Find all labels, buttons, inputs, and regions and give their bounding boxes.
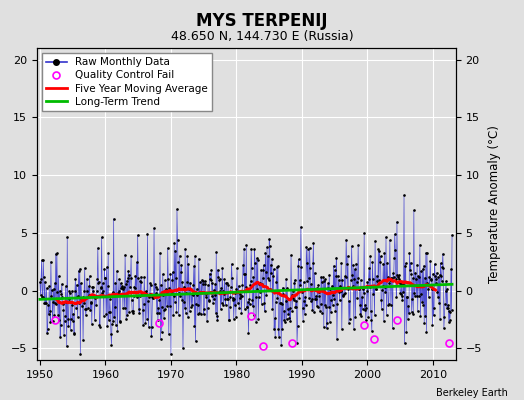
Legend: Raw Monthly Data, Quality Control Fail, Five Year Moving Average, Long-Term Tren: Raw Monthly Data, Quality Control Fail, …	[42, 53, 212, 111]
Y-axis label: Temperature Anomaly (°C): Temperature Anomaly (°C)	[487, 125, 500, 283]
Text: Berkeley Earth: Berkeley Earth	[436, 388, 508, 398]
Text: 48.650 N, 144.730 E (Russia): 48.650 N, 144.730 E (Russia)	[171, 30, 353, 43]
Text: MYS TERPENIJ: MYS TERPENIJ	[196, 12, 328, 30]
